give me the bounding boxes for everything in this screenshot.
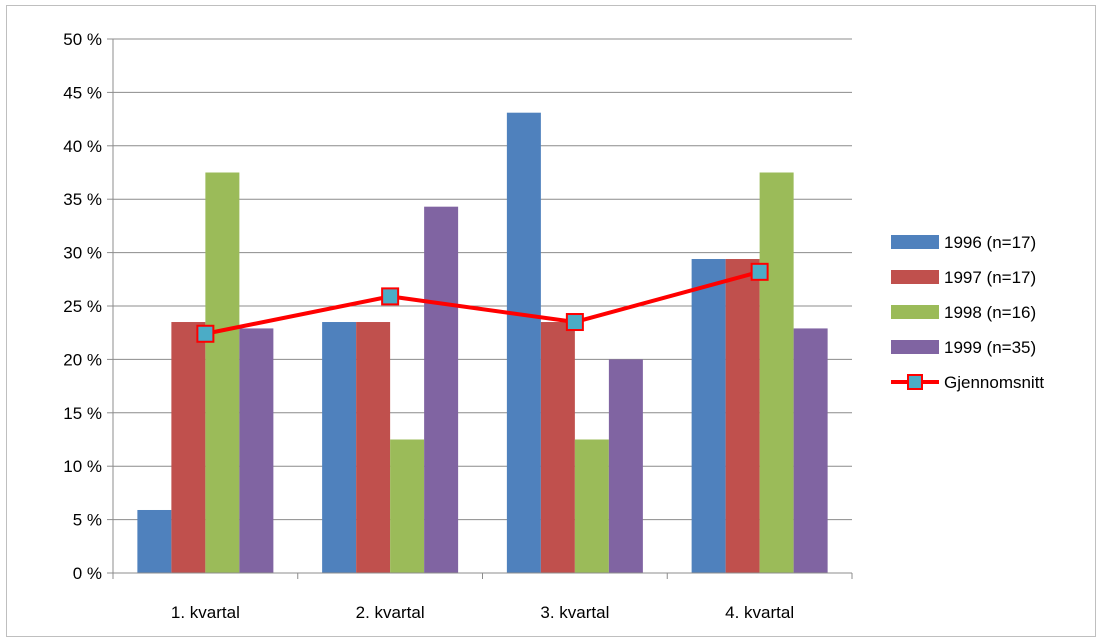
bar xyxy=(171,322,206,573)
bar xyxy=(239,328,274,573)
x-tick-label: 4. kvartal xyxy=(725,603,794,622)
bar xyxy=(137,509,172,573)
bar xyxy=(356,322,391,573)
bars xyxy=(137,112,828,573)
y-tick-label: 50 % xyxy=(63,30,102,49)
x-tick-label: 2. kvartal xyxy=(356,603,425,622)
x-tick-label: 3. kvartal xyxy=(540,603,609,622)
legend-swatch xyxy=(891,340,939,354)
x-tick-label: 1. kvartal xyxy=(171,603,240,622)
bar xyxy=(506,112,541,573)
bar xyxy=(759,172,794,573)
bar xyxy=(322,322,357,573)
average-series-line xyxy=(204,269,761,336)
y-tick-label: 35 % xyxy=(63,190,102,209)
bar xyxy=(725,259,760,573)
bar xyxy=(574,439,609,573)
grouped-bar-chart: 0 % 5 % 10 % 15 % 20 % 25 % 30 % 35 % 40 % 45 % 50… xyxy=(63,30,1044,622)
y-tick-label: 45 % xyxy=(63,83,102,102)
bar xyxy=(424,206,459,573)
y-tick-label: 20 % xyxy=(63,350,102,369)
legend-swatch xyxy=(891,305,939,319)
axes: 0 % 5 % 10 % 15 % 20 % 25 % 30 % 35 % 40 % 45 % 50… xyxy=(63,30,853,622)
legend-marker-swatch xyxy=(907,374,923,390)
legend-label: 1998 (n=16) xyxy=(944,303,1036,322)
y-tick-label: 15 % xyxy=(63,404,102,423)
legend-label: Gjennomsnitt xyxy=(944,373,1044,392)
bar xyxy=(608,359,643,573)
average-line xyxy=(196,262,769,343)
chart-frame: 0 % 5 % 10 % 15 % 20 % 25 % 30 % 35 % 40 % 45 % 50… xyxy=(6,5,1096,637)
bar xyxy=(793,328,828,573)
average-marker xyxy=(196,324,215,343)
average-marker xyxy=(565,313,584,332)
legend-label: 1997 (n=17) xyxy=(944,268,1036,287)
average-marker xyxy=(750,262,769,281)
legend-swatch xyxy=(891,235,939,249)
y-tick-label: 0 % xyxy=(73,564,102,583)
bar xyxy=(691,259,726,573)
bar xyxy=(540,322,575,573)
bar xyxy=(390,439,425,573)
y-tick-label: 25 % xyxy=(63,297,102,316)
legend-swatch xyxy=(891,270,939,284)
y-tick-label: 30 % xyxy=(63,244,102,263)
y-tick-label: 5 % xyxy=(73,511,102,530)
bar xyxy=(205,172,240,573)
legend-label: 1999 (n=35) xyxy=(944,338,1036,357)
legend: 1996 (n=17) 1997 (n=17) 1998 (n=16) 1999 (n… xyxy=(891,233,1044,392)
average-marker xyxy=(381,287,400,306)
legend-label: 1996 (n=17) xyxy=(944,233,1036,252)
y-tick-label: 10 % xyxy=(63,457,102,476)
y-tick-label: 40 % xyxy=(63,137,102,156)
